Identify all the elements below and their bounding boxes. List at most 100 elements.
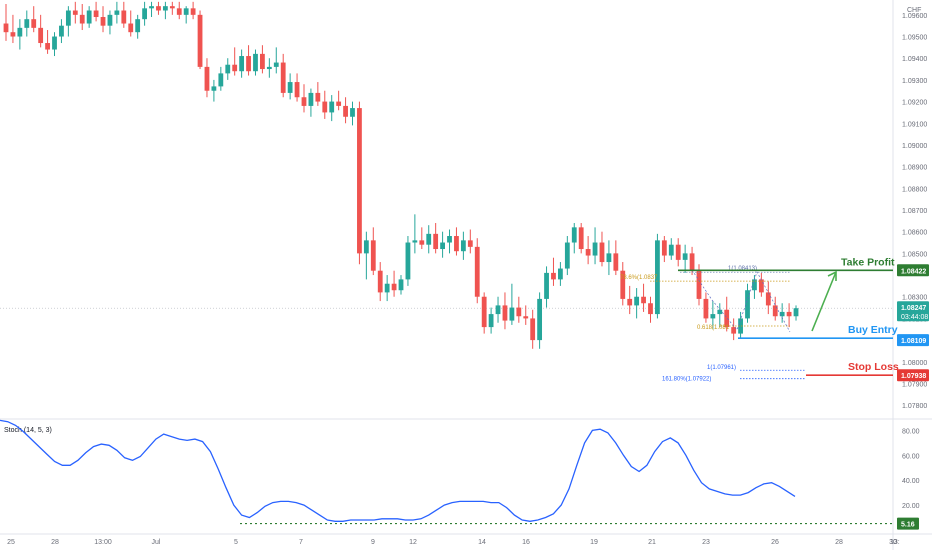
candle-body[interactable]: [426, 233, 432, 245]
candle-body[interactable]: [294, 82, 300, 98]
candle-body[interactable]: [655, 240, 660, 315]
candle-body[interactable]: [641, 296, 646, 304]
candle-body[interactable]: [107, 14, 113, 26]
candle-body[interactable]: [45, 43, 50, 50]
candle-body[interactable]: [315, 92, 321, 102]
candle-body[interactable]: [523, 316, 529, 319]
candle-body[interactable]: [592, 242, 598, 256]
candle-body[interactable]: [100, 17, 106, 26]
candle-body[interactable]: [495, 305, 501, 315]
candle-body[interactable]: [765, 292, 771, 306]
candle-body[interactable]: [357, 108, 362, 254]
candle-body[interactable]: [509, 307, 515, 321]
candle-body[interactable]: [454, 236, 459, 252]
candle-body[interactable]: [183, 8, 189, 15]
candle-body[interactable]: [17, 27, 23, 37]
candle-body[interactable]: [488, 314, 494, 328]
candle-body[interactable]: [447, 236, 452, 243]
candle-body[interactable]: [544, 272, 549, 299]
candle-body[interactable]: [93, 10, 99, 18]
candle-body[interactable]: [246, 56, 251, 72]
candle-body[interactable]: [280, 62, 286, 93]
candle-body[interactable]: [481, 296, 487, 328]
candle-body[interactable]: [38, 27, 44, 44]
candle-body[interactable]: [169, 6, 175, 9]
candle-body[interactable]: [211, 86, 217, 91]
candle-body[interactable]: [204, 66, 210, 91]
candle-body[interactable]: [613, 253, 619, 271]
candle-body[interactable]: [336, 101, 342, 106]
candle-body[interactable]: [149, 6, 154, 9]
candle-body[interactable]: [758, 279, 764, 293]
candle-body[interactable]: [239, 56, 245, 72]
candle-body[interactable]: [121, 10, 127, 24]
candle-body[interactable]: [363, 240, 369, 254]
candle-body[interactable]: [225, 64, 231, 74]
candle-body[interactable]: [599, 242, 605, 263]
candle-body[interactable]: [571, 227, 577, 243]
candle-body[interactable]: [537, 298, 543, 341]
candle-body[interactable]: [516, 307, 522, 317]
candle-body[interactable]: [779, 311, 785, 317]
candle-body[interactable]: [738, 318, 743, 334]
candle-body[interactable]: [745, 290, 750, 319]
candle-body[interactable]: [405, 242, 411, 280]
candle-body[interactable]: [661, 240, 667, 256]
candle-body[interactable]: [703, 298, 709, 319]
candle-body[interactable]: [440, 242, 445, 250]
candle-body[interactable]: [460, 240, 466, 252]
candle-body[interactable]: [31, 19, 37, 28]
candle-body[interactable]: [329, 101, 335, 113]
candle-body[interactable]: [752, 279, 757, 291]
candle-body[interactable]: [370, 240, 376, 271]
candle-body[interactable]: [627, 298, 633, 306]
candle-body[interactable]: [10, 32, 16, 37]
candle-body[interactable]: [474, 246, 480, 297]
candle-body[interactable]: [578, 227, 584, 250]
candle-body[interactable]: [52, 36, 57, 50]
candle-body[interactable]: [585, 249, 591, 256]
stoch-line[interactable]: [0, 419, 796, 522]
candle-body[interactable]: [398, 279, 404, 291]
candle-body[interactable]: [287, 82, 293, 93]
candle-body[interactable]: [724, 309, 730, 328]
candle-body[interactable]: [72, 10, 78, 15]
candle-body[interactable]: [24, 19, 30, 28]
candle-body[interactable]: [59, 25, 64, 37]
candle-body[interactable]: [530, 318, 536, 341]
candle-body[interactable]: [689, 253, 695, 271]
candle-body[interactable]: [377, 270, 383, 293]
candle-body[interactable]: [675, 244, 681, 260]
candle-body[interactable]: [551, 272, 556, 280]
candle-body[interactable]: [232, 64, 238, 72]
candle-body[interactable]: [564, 242, 570, 269]
candle-body[interactable]: [634, 296, 640, 306]
candle-body[interactable]: [772, 305, 778, 317]
candle-body[interactable]: [384, 283, 390, 293]
candle-body[interactable]: [260, 53, 265, 70]
candle-body[interactable]: [710, 314, 716, 319]
candle-body[interactable]: [606, 253, 612, 263]
candle-body[interactable]: [128, 23, 134, 33]
candle-body[interactable]: [197, 14, 203, 67]
candle-body[interactable]: [190, 8, 196, 15]
candle-body[interactable]: [218, 73, 224, 87]
candle-body[interactable]: [412, 240, 418, 243]
candle-body[interactable]: [433, 233, 439, 250]
candle-body[interactable]: [391, 283, 397, 291]
candle-body[interactable]: [65, 10, 71, 26]
candle-body[interactable]: [731, 327, 737, 334]
candle-body[interactable]: [717, 309, 723, 315]
candle-body[interactable]: [301, 97, 307, 106]
candle-body[interactable]: [135, 19, 141, 33]
candle-body[interactable]: [176, 8, 182, 15]
candle-body[interactable]: [648, 303, 653, 315]
candle-body[interactable]: [502, 305, 508, 321]
candle-body[interactable]: [156, 6, 161, 11]
candle-body[interactable]: [467, 240, 473, 247]
candle-body[interactable]: [668, 244, 674, 256]
candle-body[interactable]: [86, 10, 92, 24]
candle-body[interactable]: [350, 108, 355, 117]
candle-body[interactable]: [114, 10, 120, 15]
